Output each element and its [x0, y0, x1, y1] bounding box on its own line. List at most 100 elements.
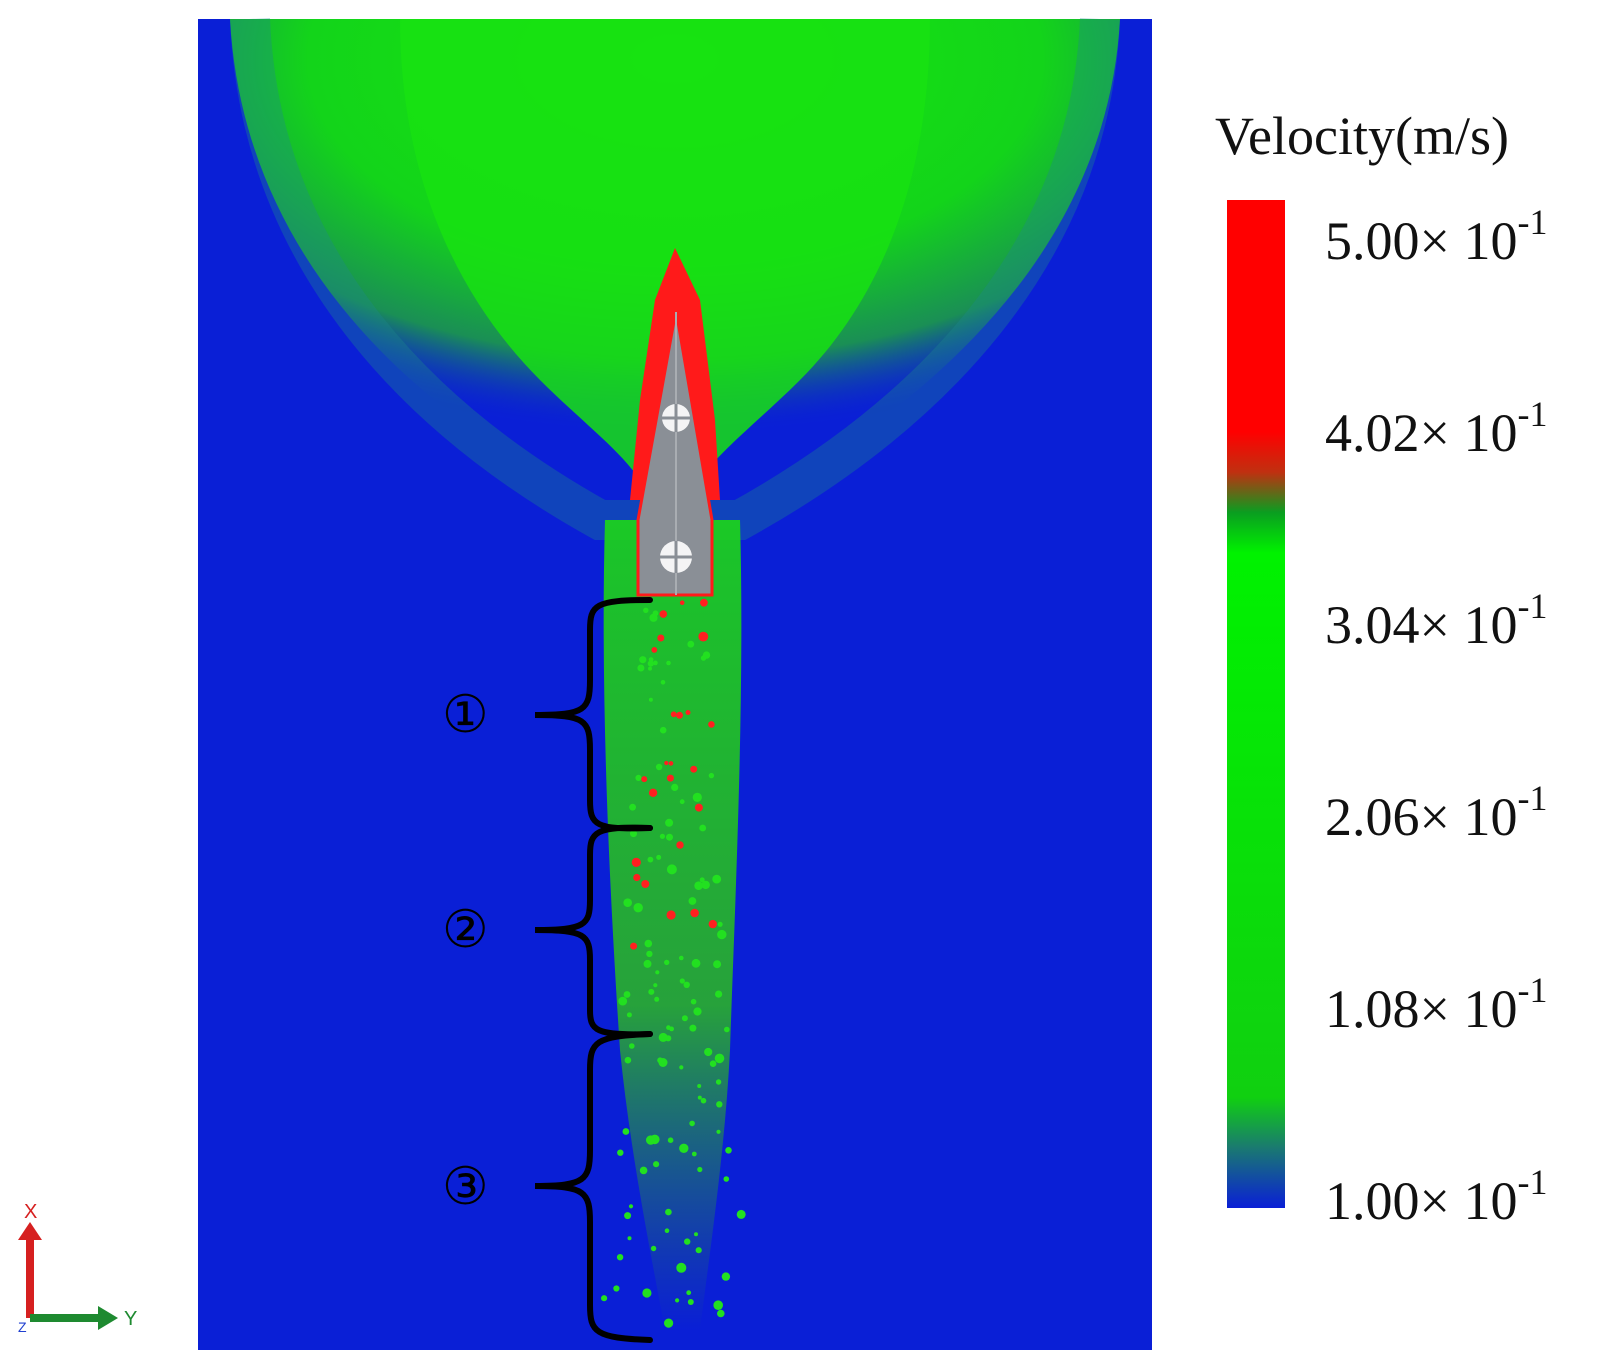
- wake-particle: [630, 830, 637, 838]
- wake-particle-fast: [630, 942, 638, 950]
- colorbar-tick: 5.00× 10-1: [1325, 202, 1548, 271]
- zone-label-1: ①: [442, 687, 489, 744]
- wake-particle: [648, 657, 654, 662]
- wake-particle: [617, 1149, 624, 1156]
- wake-particle: [708, 772, 715, 779]
- wake-particle: [655, 763, 663, 771]
- wake-particle: [697, 1166, 703, 1173]
- wake-particle-fast: [700, 598, 708, 607]
- wake-particle: [701, 880, 710, 890]
- wake-particle: [647, 856, 654, 863]
- wake-particle: [653, 660, 658, 666]
- wake-particle: [648, 666, 652, 671]
- wake-particle-fast: [657, 634, 665, 642]
- wake-particle: [690, 998, 697, 1005]
- wake-region: [603, 520, 742, 1330]
- wake-particle: [653, 1161, 660, 1168]
- wake-particle: [626, 1012, 632, 1018]
- wake-particle: [646, 950, 653, 958]
- wake-particle: [681, 1015, 688, 1022]
- colorbar-tick: 2.06× 10-1: [1325, 778, 1548, 847]
- wake-particle: [697, 1084, 702, 1088]
- zone-label-3: ③: [442, 1159, 489, 1216]
- wake-particle: [713, 1300, 723, 1310]
- wake-particle: [699, 824, 707, 832]
- wake-particle: [679, 799, 685, 805]
- wake-particle: [624, 1212, 632, 1220]
- wake-particle: [667, 1137, 674, 1143]
- zone-label-2: ②: [442, 902, 489, 959]
- wake-particle: [660, 680, 666, 685]
- wake-particle: [704, 1047, 713, 1057]
- colorbar: [1227, 200, 1285, 1208]
- wake-particle: [616, 1254, 624, 1261]
- wake-particle: [648, 988, 655, 995]
- wake-particle: [688, 897, 697, 905]
- wake-particle: [676, 1262, 687, 1273]
- wake-particle: [715, 1079, 722, 1085]
- wake-particle-fast: [670, 711, 677, 718]
- wake-particle: [717, 921, 723, 927]
- wake-particle: [714, 1053, 725, 1064]
- wake-particle: [628, 1204, 634, 1209]
- wake-particle: [652, 610, 659, 617]
- wake-particle: [666, 833, 673, 841]
- wake-particle: [618, 996, 628, 1006]
- wake-particle-fast: [664, 760, 669, 766]
- wake-particle-fast: [679, 600, 685, 605]
- wake-particle: [665, 818, 674, 827]
- wake-particle: [665, 1208, 672, 1216]
- wake-particle: [724, 1026, 730, 1033]
- wake-particle: [643, 959, 652, 968]
- wake-particle: [666, 660, 671, 666]
- wake-particle: [629, 803, 636, 811]
- axis-y-label: Y: [124, 1308, 137, 1330]
- wake-particle-fast: [668, 761, 674, 766]
- wake-particle-fast: [690, 908, 699, 918]
- wake-particle: [622, 1128, 630, 1135]
- wake-particle-fast: [698, 631, 709, 642]
- wake-particle-fast: [641, 880, 650, 888]
- wake-particle: [687, 1299, 694, 1305]
- center-marker-upper: [662, 404, 690, 432]
- wake-particle: [679, 978, 685, 984]
- wake-particle: [650, 1245, 657, 1252]
- wake-particle: [654, 996, 660, 1002]
- wake-particle: [715, 990, 723, 998]
- wake-particle: [713, 960, 722, 969]
- colorbar-tick: 3.04× 10-1: [1325, 586, 1548, 655]
- wake-particle: [601, 1295, 608, 1302]
- wake-particle: [613, 1285, 620, 1292]
- wake-particle: [633, 903, 643, 913]
- wake-particle: [646, 1135, 656, 1145]
- wake-particle: [697, 1095, 702, 1100]
- brace-zone-2: [534, 824, 653, 1038]
- wake-particle: [679, 1143, 689, 1154]
- wake-particle: [664, 1318, 674, 1328]
- wake-particle: [659, 726, 667, 734]
- wake-particle: [689, 1024, 697, 1032]
- wake-particle: [699, 877, 705, 883]
- colorbar-tick: 1.00× 10-1: [1325, 1162, 1548, 1231]
- wake-particle: [658, 1032, 668, 1042]
- wake-particle: [725, 1147, 732, 1154]
- wake-particle-fast: [685, 710, 691, 715]
- wake-particle: [692, 792, 702, 803]
- wake-particle-fast: [708, 919, 717, 929]
- wake-particle-fast: [708, 721, 715, 728]
- wake-particle: [716, 1101, 723, 1108]
- wake-particle: [624, 1056, 632, 1064]
- velocity-field-core: [400, 19, 930, 480]
- wake-particle: [644, 939, 653, 948]
- axis-triad: X Y Z: [18, 1201, 137, 1335]
- wake-particle-fast: [641, 776, 648, 783]
- wake-particle: [712, 874, 722, 884]
- wake-particle: [627, 1236, 632, 1241]
- wake-particle: [629, 1043, 635, 1049]
- wake-particle: [709, 1060, 717, 1067]
- wake-particle: [648, 697, 653, 702]
- wake-particle: [639, 656, 647, 664]
- wake-particle: [687, 640, 695, 648]
- wake-particle: [702, 651, 711, 659]
- wake-particle: [666, 864, 677, 875]
